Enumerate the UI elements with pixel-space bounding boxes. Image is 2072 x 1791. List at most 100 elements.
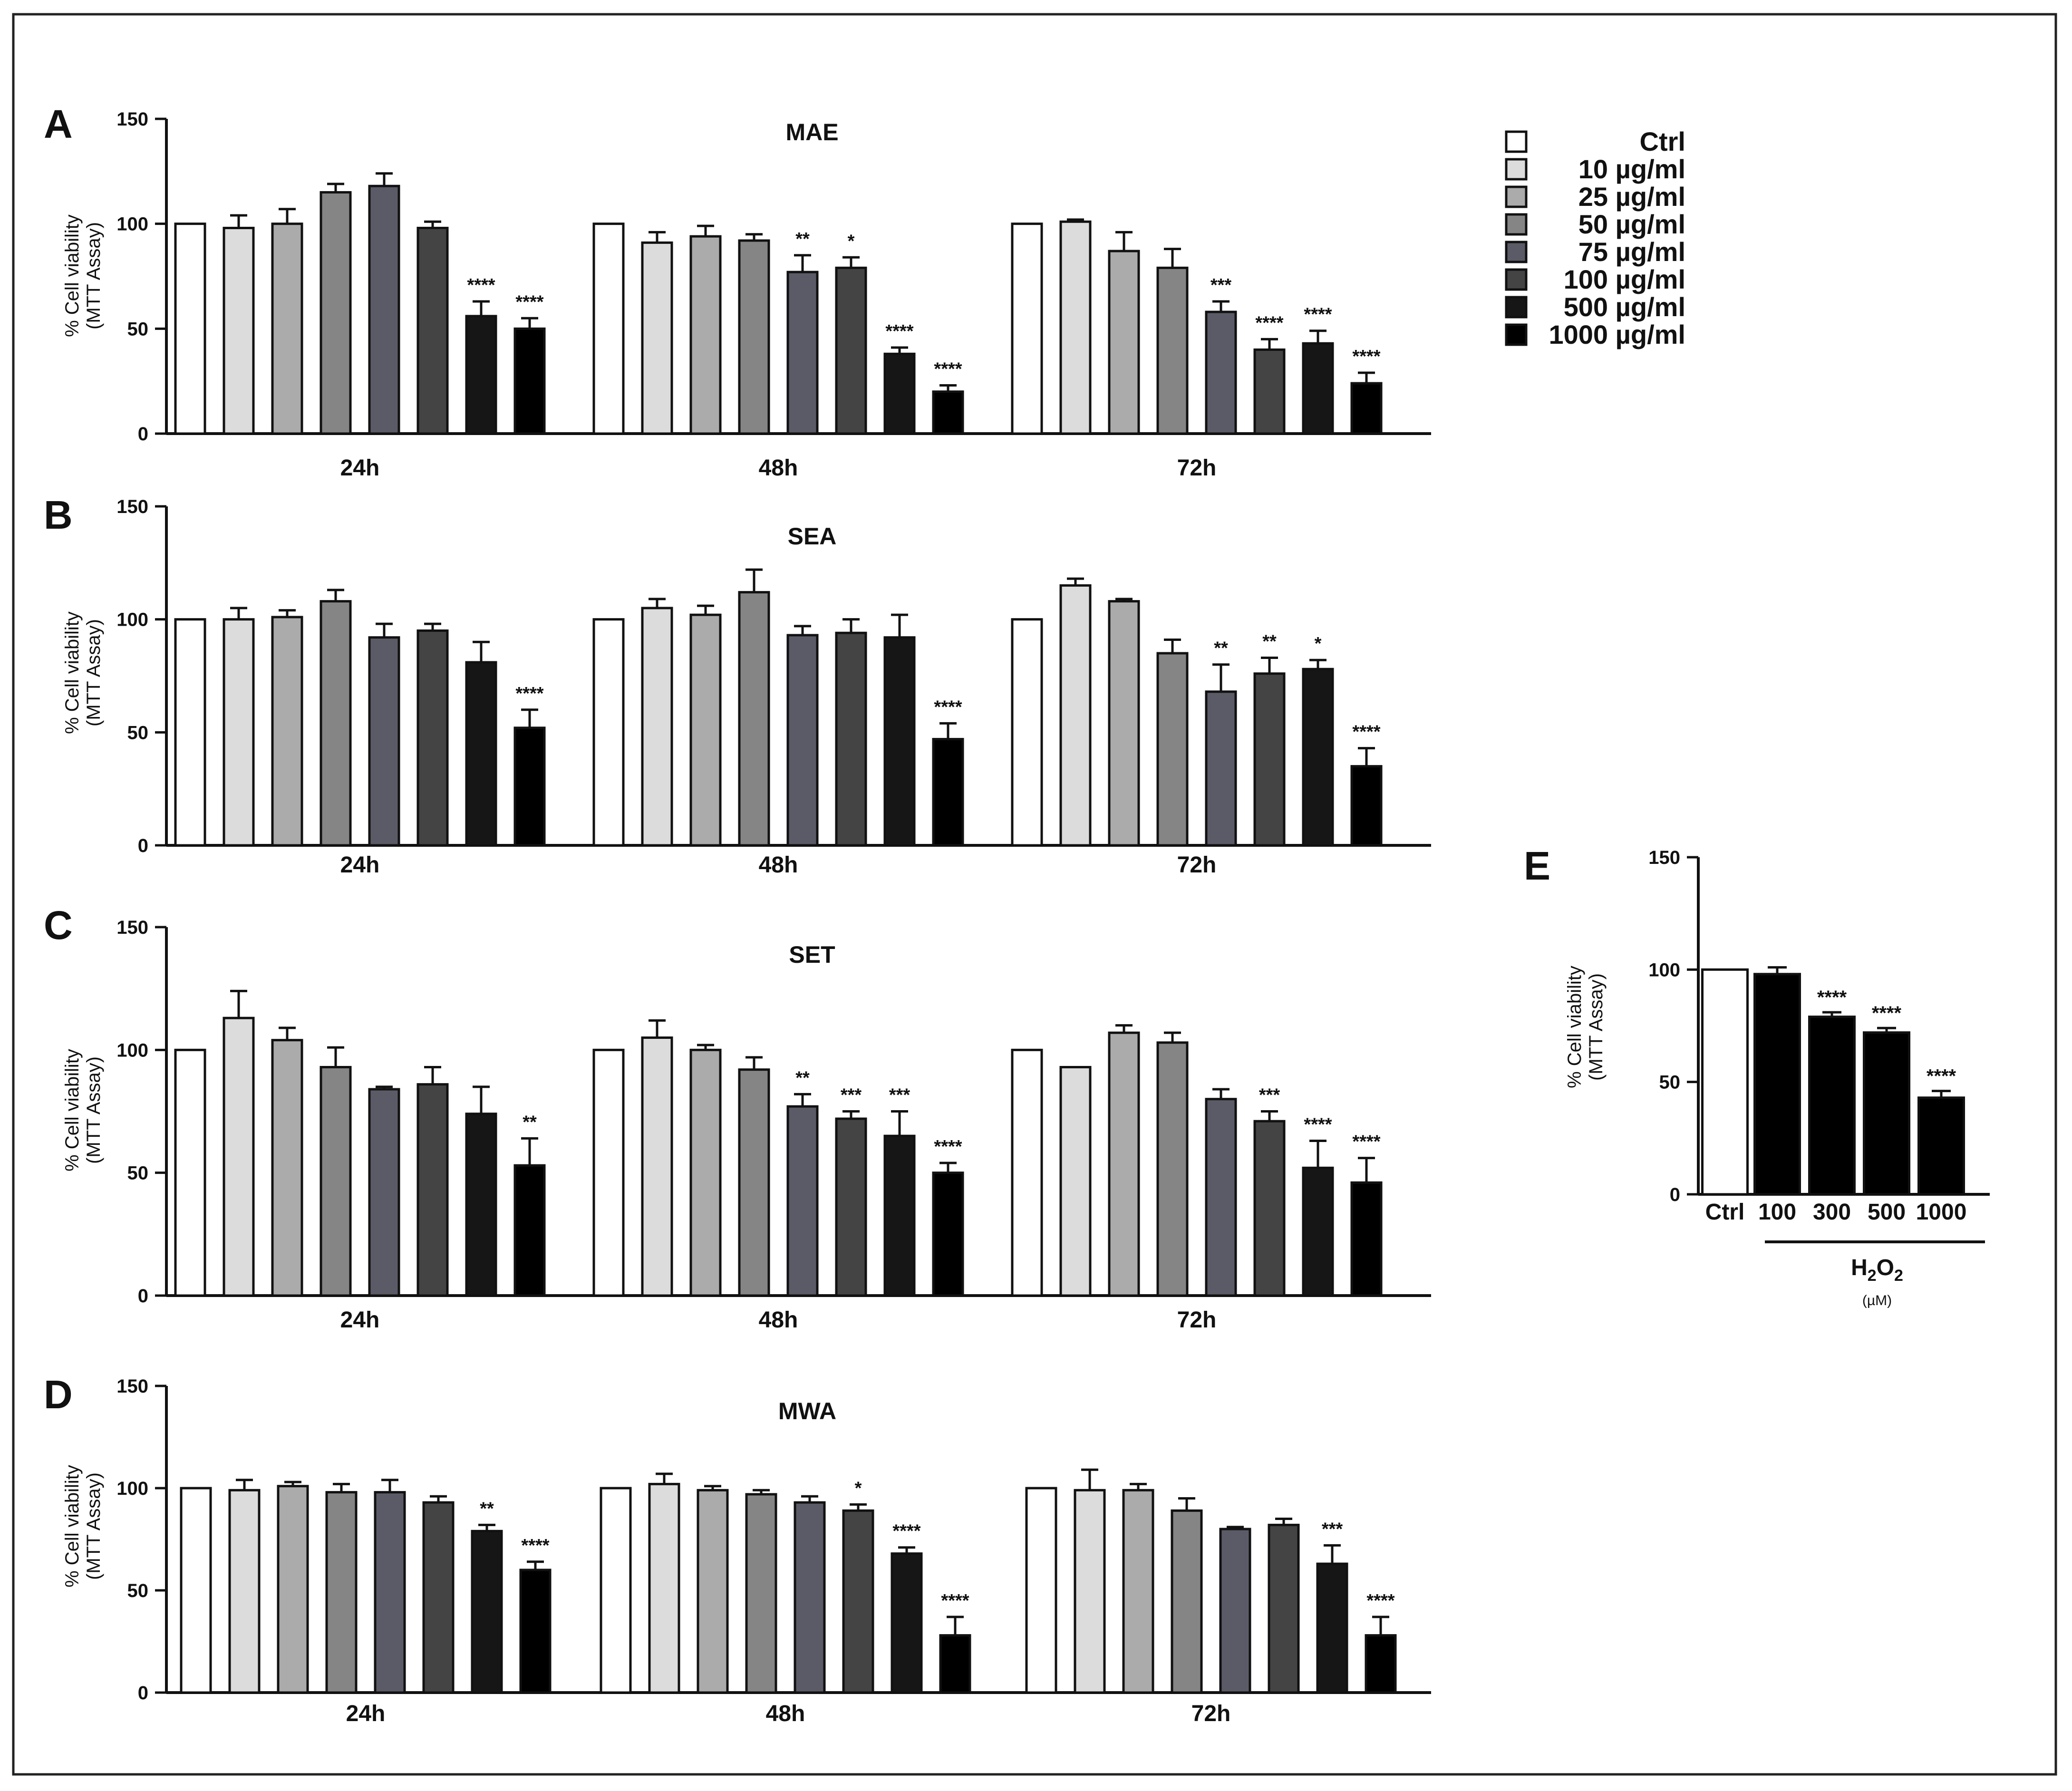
h2o2-label: H2O2 bbox=[1851, 1255, 1903, 1285]
significance-label-b: **** bbox=[934, 697, 962, 717]
legend-swatch-1 bbox=[1505, 158, 1528, 181]
bar-c-24h-3 bbox=[320, 1066, 352, 1297]
figure-frame bbox=[12, 13, 2057, 1776]
group-label-d: 24h bbox=[346, 1701, 386, 1726]
bar-d-72h-7 bbox=[1365, 1634, 1397, 1694]
bar-d-48h-2 bbox=[697, 1489, 729, 1694]
legend-label-6: 500 µg/ml bbox=[1564, 292, 1685, 322]
y-tick-label-d: 50 bbox=[127, 1580, 149, 1601]
significance-label-d: *** bbox=[1322, 1519, 1343, 1539]
bar-d-48h-3 bbox=[745, 1493, 777, 1694]
significance-label-b: ** bbox=[1262, 631, 1277, 651]
legend-label-2: 25 µg/ml bbox=[1578, 182, 1685, 212]
significance-label-c: ** bbox=[523, 1112, 537, 1132]
bar-b-48h-1 bbox=[641, 607, 673, 847]
bar-d-24h-3 bbox=[325, 1491, 358, 1694]
bar-b-72h-4 bbox=[1205, 690, 1237, 847]
y-tick-label-b: 50 bbox=[127, 722, 149, 743]
h2o2-unit-label: (µM) bbox=[1862, 1293, 1892, 1308]
bar-c-72h-5 bbox=[1253, 1120, 1286, 1297]
bar-d-24h-0 bbox=[180, 1487, 212, 1694]
bar-c-72h-0 bbox=[1011, 1048, 1043, 1297]
legend-swatch-0 bbox=[1505, 130, 1528, 153]
bar-b-48h-5 bbox=[835, 631, 867, 847]
bar-b-72h-6 bbox=[1302, 668, 1334, 847]
bar-e-Ctrl bbox=[1701, 968, 1749, 1196]
bar-c-24h-4 bbox=[368, 1088, 400, 1297]
bar-b-24h-1 bbox=[223, 618, 255, 847]
bar-c-48h-4 bbox=[786, 1105, 819, 1297]
bar-a-72h-2 bbox=[1108, 250, 1140, 435]
bar-b-72h-2 bbox=[1108, 600, 1140, 847]
panel-letter-e: E bbox=[1524, 843, 1550, 888]
legend-swatch-7 bbox=[1505, 323, 1528, 346]
bar-a-72h-0 bbox=[1011, 223, 1043, 435]
bar-c-24h-0 bbox=[174, 1048, 206, 1297]
bar-b-24h-2 bbox=[271, 616, 303, 847]
y-axis-label-d-sub: (MTT Assay) bbox=[83, 1472, 104, 1580]
significance-label-c: *** bbox=[889, 1085, 910, 1105]
bar-b-24h-6 bbox=[465, 661, 497, 847]
group-label-b: 24h bbox=[340, 852, 380, 878]
panel-title-mae: MAE bbox=[785, 119, 838, 145]
significance-label-a: **** bbox=[1255, 313, 1283, 333]
significance-label-b: * bbox=[1315, 634, 1322, 654]
bar-c-24h-7 bbox=[513, 1164, 546, 1297]
legend-swatch-5 bbox=[1505, 268, 1528, 291]
legend-label-0: Ctrl bbox=[1640, 126, 1685, 156]
y-tick-label-b: 0 bbox=[138, 835, 148, 856]
bar-c-48h-3 bbox=[738, 1068, 770, 1297]
significance-label-c: **** bbox=[1352, 1132, 1380, 1152]
y-tick-label-d: 150 bbox=[116, 1376, 148, 1397]
bar-b-72h-0 bbox=[1011, 618, 1043, 847]
bar-b-48h-0 bbox=[592, 618, 625, 847]
group-label-c: 24h bbox=[340, 1307, 380, 1333]
bar-d-72h-1 bbox=[1074, 1489, 1106, 1694]
significance-label-c: **** bbox=[934, 1137, 962, 1157]
group-label-a: 72h bbox=[1177, 455, 1217, 481]
bar-a-48h-5 bbox=[835, 266, 867, 435]
bar-b-48h-6 bbox=[883, 636, 916, 847]
group-label-a: 24h bbox=[340, 455, 380, 481]
bar-b-72h-7 bbox=[1350, 765, 1383, 847]
significance-label-a: *** bbox=[1210, 275, 1232, 295]
category-label-e: 1000 bbox=[1916, 1200, 1967, 1225]
bar-c-72h-1 bbox=[1059, 1066, 1092, 1297]
bar-b-24h-4 bbox=[368, 636, 400, 847]
bar-c-48h-1 bbox=[641, 1036, 673, 1297]
bar-a-48h-7 bbox=[932, 390, 964, 435]
bar-a-48h-0 bbox=[592, 223, 625, 435]
panel-title-set: SET bbox=[789, 941, 835, 968]
group-label-b: 48h bbox=[759, 852, 798, 878]
significance-label-a: **** bbox=[885, 321, 913, 341]
bar-c-24h-6 bbox=[465, 1113, 497, 1297]
bar-c-72h-2 bbox=[1108, 1031, 1140, 1297]
bar-a-72h-3 bbox=[1156, 266, 1189, 435]
y-tick-label-c: 150 bbox=[116, 917, 148, 938]
bar-d-48h-4 bbox=[794, 1501, 826, 1694]
bar-b-48h-4 bbox=[786, 634, 819, 847]
y-axis-label-b-sub: (MTT Assay) bbox=[83, 619, 104, 726]
bar-e-100 bbox=[1753, 973, 1801, 1196]
significance-label-a: * bbox=[848, 231, 855, 251]
significance-label-d: * bbox=[855, 1478, 862, 1498]
significance-label-c: *** bbox=[1259, 1085, 1280, 1105]
bar-c-48h-6 bbox=[883, 1134, 916, 1297]
group-label-c: 48h bbox=[759, 1307, 798, 1333]
y-axis-label-c-sub: (MTT Assay) bbox=[83, 1056, 104, 1164]
bar-d-24h-1 bbox=[228, 1489, 261, 1694]
legend-label-7: 1000 µg/ml bbox=[1549, 319, 1685, 349]
bar-d-72h-5 bbox=[1268, 1523, 1300, 1694]
bar-d-72h-2 bbox=[1122, 1489, 1154, 1694]
significance-label-e: **** bbox=[1872, 1003, 1902, 1024]
bar-c-48h-5 bbox=[835, 1117, 867, 1297]
significance-label-c: ** bbox=[795, 1068, 810, 1088]
y-tick-label-e: 0 bbox=[1670, 1184, 1680, 1205]
category-label-e: Ctrl bbox=[1705, 1200, 1745, 1225]
bar-e-500 bbox=[1863, 1031, 1910, 1196]
legend-label-5: 100 µg/ml bbox=[1564, 264, 1685, 294]
category-label-e: 300 bbox=[1813, 1200, 1851, 1225]
bar-b-72h-5 bbox=[1253, 672, 1286, 847]
legend-swatch-4 bbox=[1505, 241, 1528, 263]
